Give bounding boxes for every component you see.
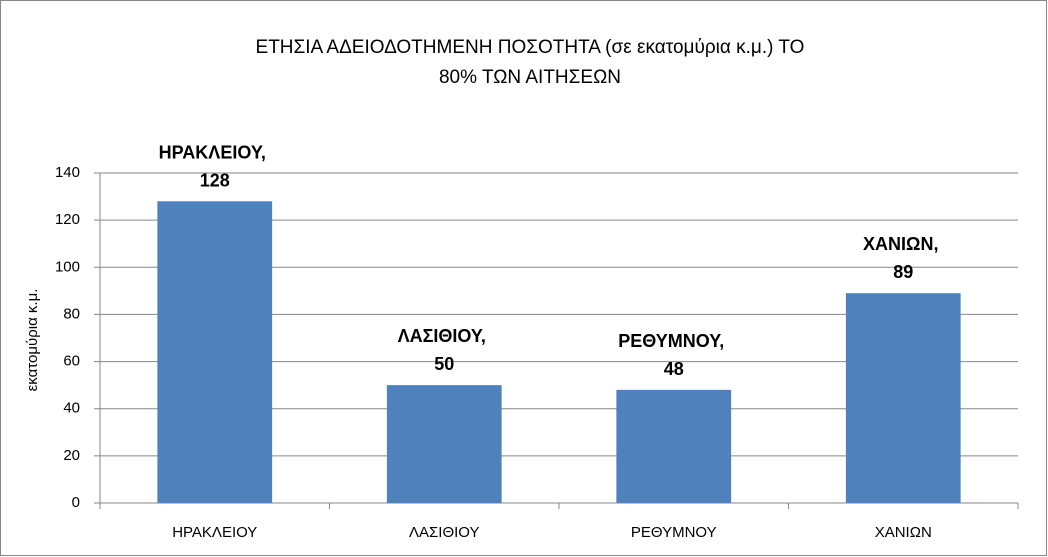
y-tick-label: 120 [55, 211, 80, 228]
bar [845, 293, 961, 503]
bar [386, 385, 502, 503]
y-axis-label: εκατομύρια κ.μ. [24, 289, 41, 392]
y-tick-label: 140 [55, 164, 80, 181]
x-tick-label: ΗΡΑΚΛΕΙΟΥ [172, 524, 257, 541]
y-tick-label: 0 [72, 494, 80, 511]
data-label: ΗΡΑΚΛΕΙΟΥ, 128 [159, 142, 271, 190]
x-tick-label: ΡΕΘΥΜΝΟΥ [631, 524, 717, 541]
y-tick-label: 40 [63, 400, 80, 417]
data-label: ΡΕΘΥΜΝΟΥ, 48 [618, 331, 729, 379]
y-tick-label: 80 [63, 305, 80, 322]
x-tick-label: ΛΑΣΙΘΙΟΥ [409, 524, 480, 541]
chart-title: ΕΤΗΣΙΑ ΑΔΕΙΟΔΟΤΗΜΕΝΗ ΠΟΣΟΤΗΤΑ (σε εκατομ… [256, 37, 805, 58]
y-tick-label: 60 [63, 353, 80, 370]
bar [616, 389, 732, 503]
data-label: ΧΑΝΙΩΝ, 89 [863, 234, 943, 282]
bar [157, 201, 273, 504]
y-tick-label: 100 [55, 258, 80, 275]
x-tick-label: ΧΑΝΙΩΝ [875, 524, 932, 541]
y-tick-label: 20 [63, 447, 80, 464]
data-label: ΛΑΣΙΘΙΟΥ, 50 [398, 326, 491, 374]
chart-title: 80% ΤΩΝ ΑΙΤΗΣΕΩΝ [439, 67, 621, 88]
